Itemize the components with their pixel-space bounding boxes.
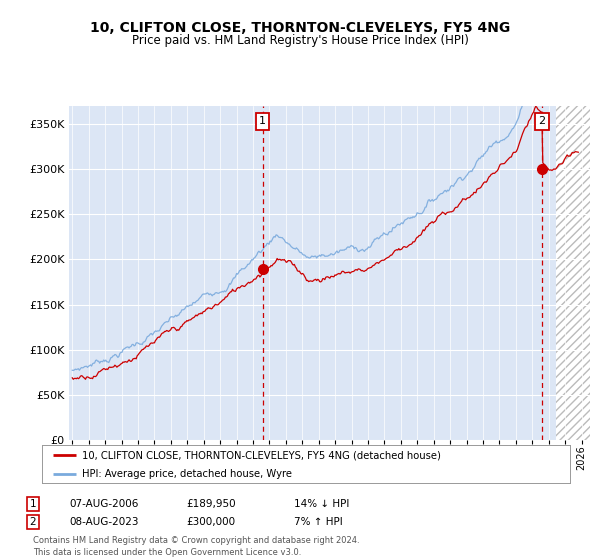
Text: £189,950: £189,950	[186, 499, 236, 509]
Bar	[556, 106, 590, 440]
Text: 10, CLIFTON CLOSE, THORNTON-CLEVELEYS, FY5 4NG: 10, CLIFTON CLOSE, THORNTON-CLEVELEYS, F…	[90, 21, 510, 35]
Bar	[556, 106, 590, 440]
Text: 08-AUG-2023: 08-AUG-2023	[69, 517, 139, 527]
Text: 7% ↑ HPI: 7% ↑ HPI	[294, 517, 343, 527]
Text: 14% ↓ HPI: 14% ↓ HPI	[294, 499, 349, 509]
Text: 07-AUG-2006: 07-AUG-2006	[69, 499, 139, 509]
Text: 2: 2	[29, 517, 37, 527]
Text: HPI: Average price, detached house, Wyre: HPI: Average price, detached house, Wyre	[82, 469, 292, 479]
Text: 1: 1	[259, 116, 266, 127]
Text: 1: 1	[29, 499, 37, 509]
Text: Contains HM Land Registry data © Crown copyright and database right 2024.
This d: Contains HM Land Registry data © Crown c…	[33, 536, 359, 557]
Text: £300,000: £300,000	[186, 517, 235, 527]
Text: 2: 2	[538, 116, 545, 127]
Text: Price paid vs. HM Land Registry's House Price Index (HPI): Price paid vs. HM Land Registry's House …	[131, 34, 469, 46]
Text: 10, CLIFTON CLOSE, THORNTON-CLEVELEYS, FY5 4NG (detached house): 10, CLIFTON CLOSE, THORNTON-CLEVELEYS, F…	[82, 450, 440, 460]
